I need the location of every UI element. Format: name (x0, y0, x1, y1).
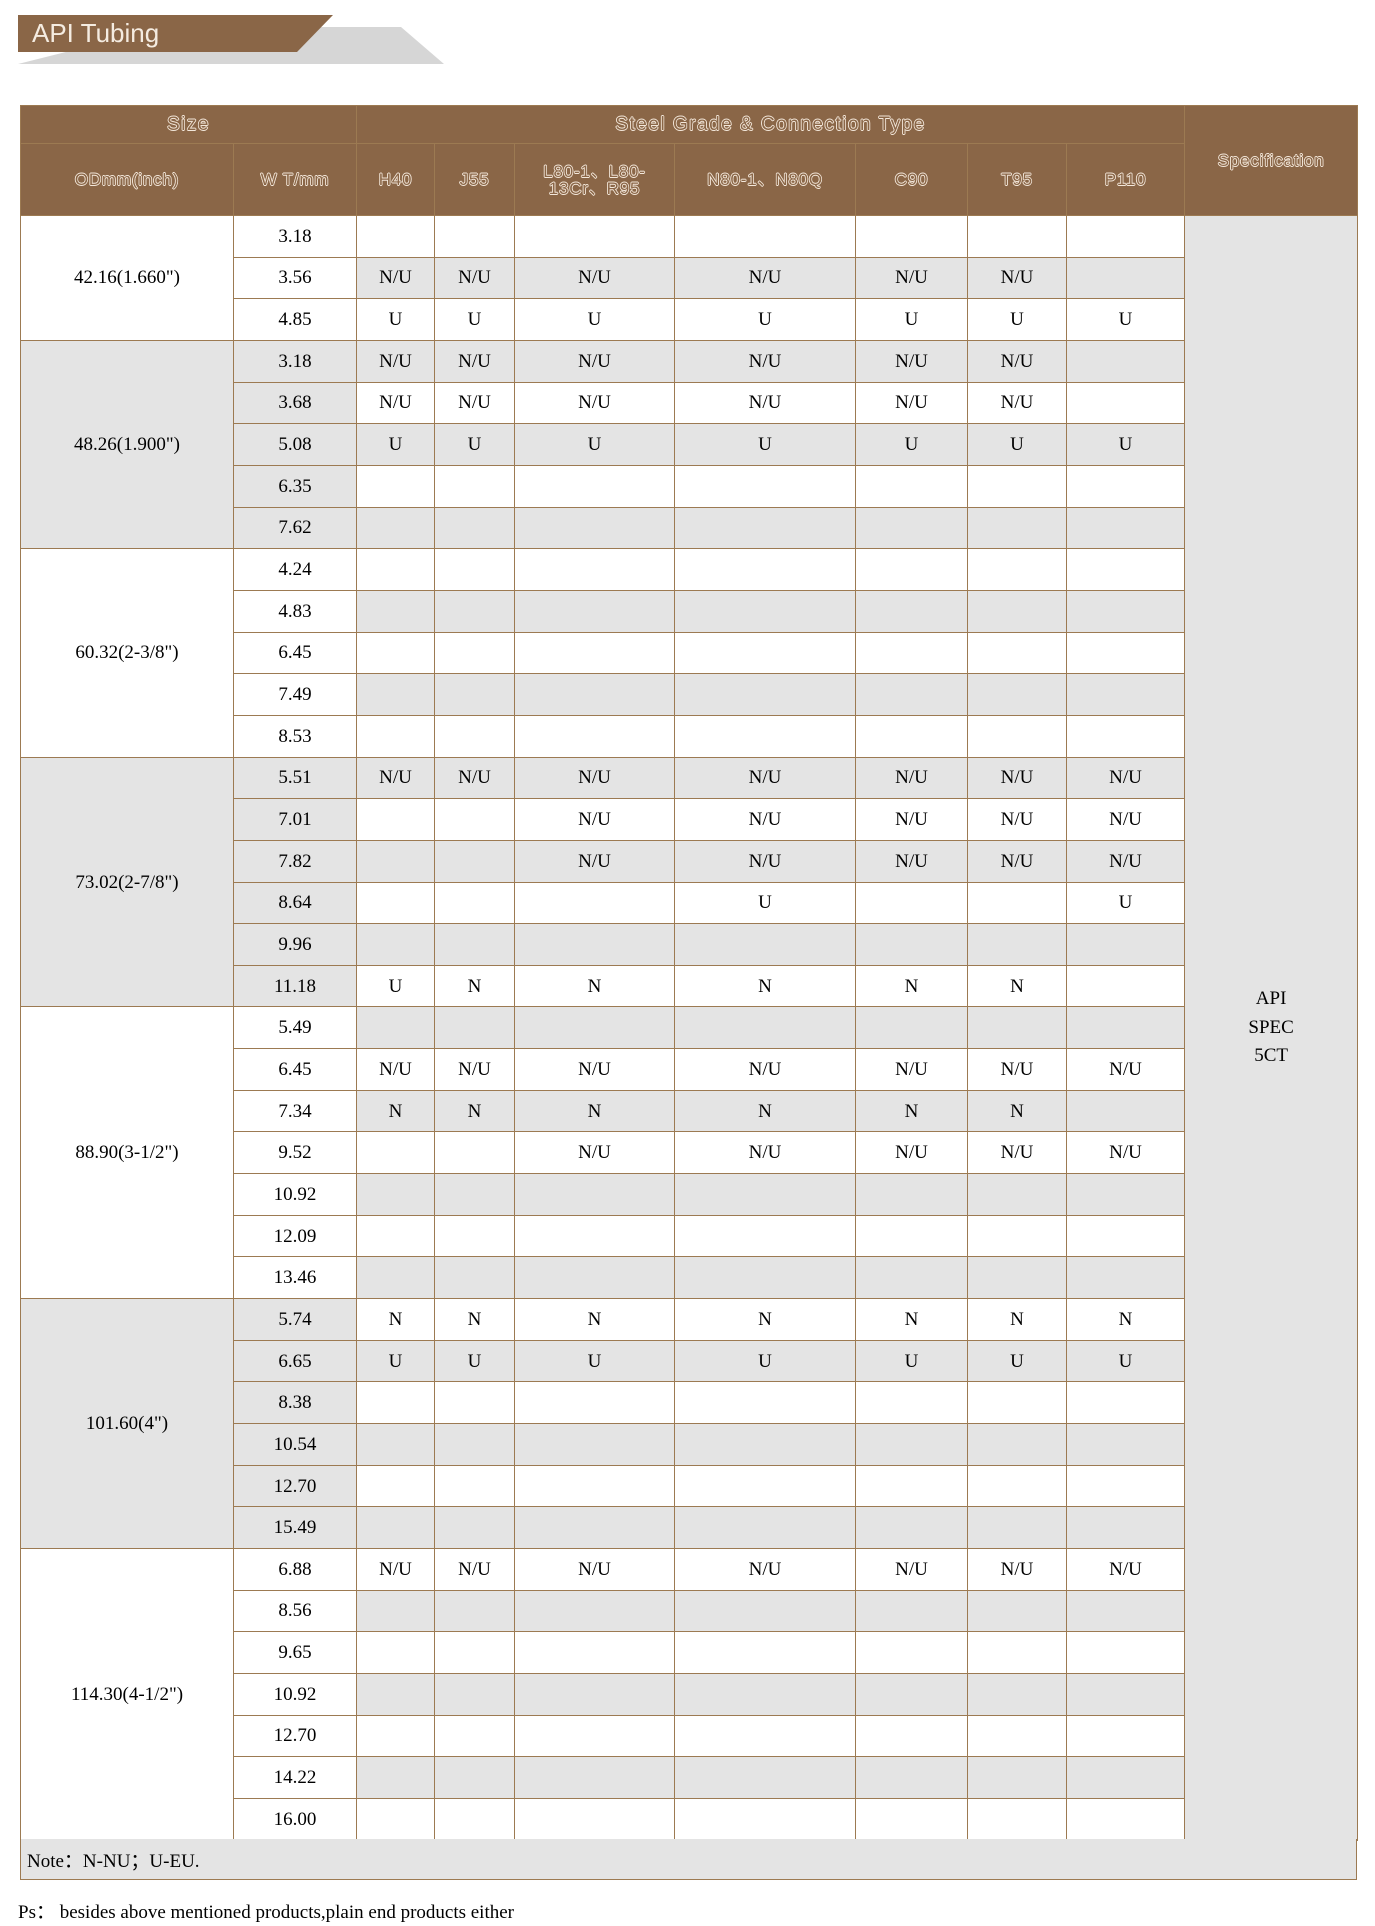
svg-text:API Tubing: API Tubing (32, 18, 159, 48)
